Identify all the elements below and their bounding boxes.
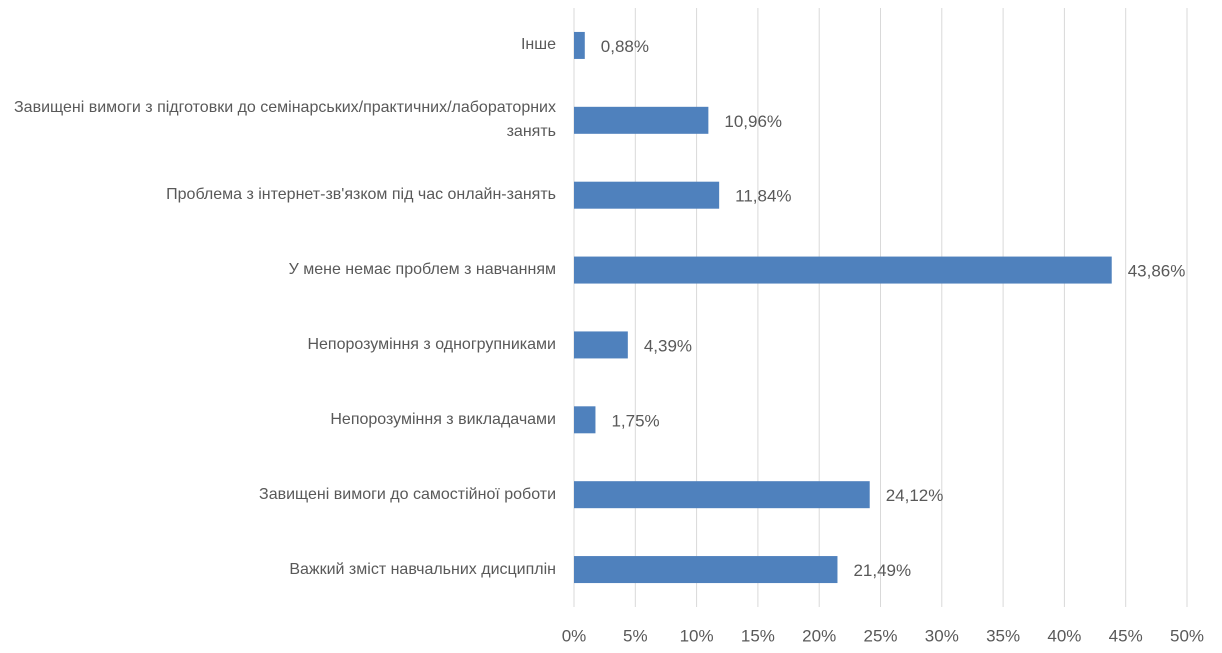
x-tick-label: 50% (1170, 626, 1204, 645)
x-tick-label: 20% (802, 626, 836, 645)
x-tick-label: 25% (863, 626, 897, 645)
y-tick-label: Важкий зміст навчальних дисциплін (289, 560, 556, 578)
y-tick-label: Непорозуміння з одногрупниками (307, 335, 556, 353)
bar (574, 331, 628, 359)
y-tick-label: Проблема з інтернет-зв'язком під час онл… (166, 186, 556, 204)
y-tick-label: Непорозуміння з викладачами (330, 410, 556, 428)
x-tick-label: 15% (741, 626, 775, 645)
y-tick-label: Завищені вимоги до самостійної роботи (259, 485, 556, 503)
x-tick-label: 0% (562, 626, 587, 645)
bar (574, 256, 1112, 284)
data-label: 4,39% (644, 336, 692, 355)
y-tick-label: У мене немає проблем з навчанням (288, 261, 556, 279)
bar (574, 406, 596, 434)
x-tick-label: 5% (623, 626, 648, 645)
bar (574, 31, 585, 59)
bar (574, 556, 838, 584)
data-label: 10,96% (724, 112, 782, 131)
bar (574, 481, 870, 509)
bar (574, 106, 709, 134)
data-label: 24,12% (886, 486, 944, 505)
data-label: 43,86% (1128, 262, 1186, 281)
data-label: 11,84% (735, 187, 791, 206)
bar (574, 181, 720, 209)
x-tick-label: 30% (925, 626, 959, 645)
x-tick-label: 10% (680, 626, 714, 645)
data-label: 21,49% (853, 561, 911, 580)
x-tick-label: 40% (1047, 626, 1081, 645)
y-tick-label: Завищені вимоги з підготовки до семінарс… (14, 99, 556, 141)
x-tick-label: 35% (986, 626, 1020, 645)
y-tick-label: Інше (520, 36, 556, 54)
data-label: 1,75% (611, 411, 659, 430)
data-label: 0,88% (601, 37, 649, 56)
x-tick-label: 45% (1109, 626, 1143, 645)
